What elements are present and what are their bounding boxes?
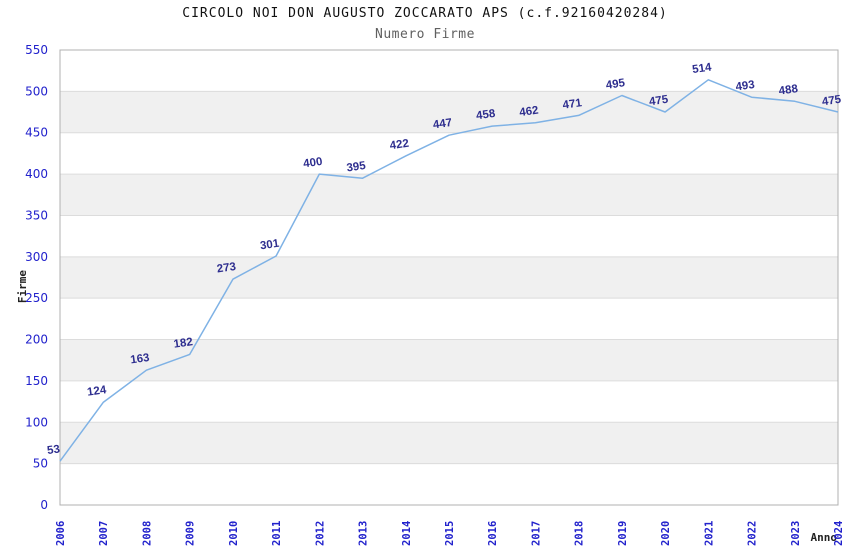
data-point-label: 124 xyxy=(86,384,107,399)
x-tick-label: 2012 xyxy=(314,521,326,546)
data-point-label: 462 xyxy=(519,105,540,120)
grid-band xyxy=(60,91,838,133)
data-point-label: 422 xyxy=(389,138,410,153)
data-point-label: 458 xyxy=(475,108,496,123)
y-tick-label: 100 xyxy=(25,415,48,429)
x-tick-label: 2023 xyxy=(790,521,802,546)
series-line xyxy=(59,79,839,462)
x-tick-label: 2010 xyxy=(228,521,240,546)
y-tick-label: 300 xyxy=(25,250,48,264)
chart-subtitle: Numero Firme xyxy=(375,27,475,42)
x-tick-label: 2015 xyxy=(444,521,456,546)
x-tick-label: 2019 xyxy=(617,521,629,546)
data-point-label: 475 xyxy=(821,94,842,109)
data-point-label: 400 xyxy=(303,156,324,171)
x-tick-label: 2013 xyxy=(358,521,370,546)
x-tick-label: 2020 xyxy=(660,521,672,546)
data-point-label: 273 xyxy=(216,261,237,276)
x-tick-label: 2024 xyxy=(833,521,845,546)
grid-bands xyxy=(60,91,838,464)
y-tick-label: 400 xyxy=(25,167,48,181)
x-tick-label: 2007 xyxy=(98,521,110,546)
x-axis-ticks: 2006 2007 2008 2009 2010 2011 2012 2013 2014 2015… xyxy=(55,521,845,546)
data-point-label: 53 xyxy=(46,443,60,457)
data-point-label: 488 xyxy=(778,83,799,98)
x-axis-title: Anno xyxy=(810,531,838,544)
data-labels: 53 124 163 182 273 301 400 395 422 447 458 462 471 49… xyxy=(46,61,842,457)
y-tick-label: 0 xyxy=(40,498,48,512)
x-tick-label: 2017 xyxy=(530,521,542,546)
grid-band xyxy=(60,422,838,464)
y-tick-label: 550 xyxy=(25,43,48,57)
data-point-label: 471 xyxy=(562,97,583,112)
data-point-label: 514 xyxy=(692,61,713,76)
x-tick-label: 2022 xyxy=(747,521,759,546)
x-tick-label: 2006 xyxy=(55,521,67,546)
data-point-label: 495 xyxy=(605,77,626,92)
data-point-label: 182 xyxy=(173,336,194,351)
x-tick-label: 2011 xyxy=(271,521,283,546)
x-tick-label: 2009 xyxy=(185,521,197,546)
data-point-label: 475 xyxy=(648,94,669,109)
y-tick-label: 50 xyxy=(33,457,48,471)
grid-band xyxy=(60,256,838,299)
y-tick-label: 200 xyxy=(25,333,48,347)
y-tick-label: 500 xyxy=(25,84,48,98)
data-point-label: 493 xyxy=(735,79,756,94)
data-point-label: 447 xyxy=(432,117,453,132)
y-tick-label: 250 xyxy=(25,291,48,305)
data-point-label: 163 xyxy=(130,352,151,367)
grid-band xyxy=(60,339,838,381)
chart-title: CIRCOLO NOI DON AUGUSTO ZOCCARATO APS (c… xyxy=(182,6,668,21)
data-point-label: 395 xyxy=(346,160,367,175)
x-tick-label: 2014 xyxy=(401,521,413,546)
y-tick-label: 350 xyxy=(25,208,48,222)
y-axis-ticks: 0 50 100 150 200 250 300 350 400 450 500 550 xyxy=(25,43,48,512)
data-point-label: 301 xyxy=(259,238,280,253)
grid-band xyxy=(60,174,838,216)
plot-border xyxy=(59,49,839,506)
y-tick-label: 450 xyxy=(25,126,48,140)
x-tick-label: 2008 xyxy=(141,521,153,546)
x-tick-label: 2018 xyxy=(574,521,586,546)
x-tick-label: 2021 xyxy=(703,521,715,546)
x-tick-label: 2016 xyxy=(487,521,499,546)
y-tick-label: 150 xyxy=(25,374,48,388)
